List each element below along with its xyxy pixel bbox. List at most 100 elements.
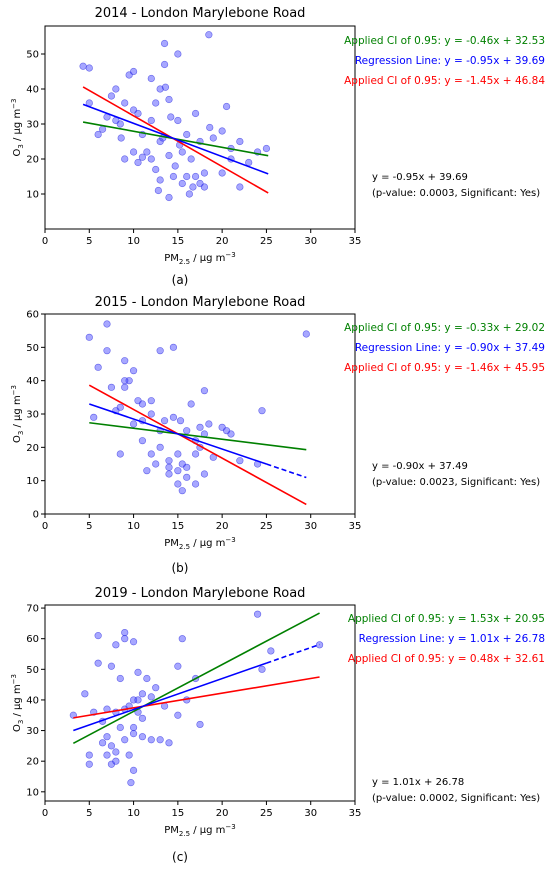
- data-point: [125, 751, 133, 759]
- data-point: [117, 134, 125, 142]
- data-point: [200, 169, 209, 177]
- x-tick-label: 15: [171, 808, 184, 819]
- data-point: [156, 736, 164, 744]
- chart-panel-2: 2019 - London Marylebone Road 0 5 10 15 20 25 3…: [10, 586, 545, 864]
- subfigure-caption: (a): [172, 273, 189, 287]
- data-point: [81, 690, 89, 698]
- regression-line-extension: [266, 643, 320, 664]
- data-point: [218, 169, 226, 177]
- data-point: [147, 155, 155, 163]
- y-tick-label: 10: [26, 190, 39, 201]
- data-point: [121, 155, 129, 163]
- data-point: [187, 155, 195, 163]
- x-tick-label: 5: [86, 521, 92, 532]
- data-point: [147, 74, 155, 83]
- y-axis-label-rest: / μg m: [12, 109, 23, 144]
- data-point: [94, 632, 102, 640]
- data-point: [129, 420, 138, 428]
- x-axis-label-rest: / μg m: [190, 538, 225, 549]
- y-tick-label: 50: [26, 50, 39, 61]
- x-tick-label: 20: [216, 236, 229, 247]
- data-point: [138, 690, 147, 698]
- data-point: [85, 333, 93, 341]
- data-point: [160, 417, 169, 425]
- data-point: [129, 638, 138, 646]
- y-tick-label: 60: [26, 310, 39, 321]
- data-point: [98, 739, 107, 747]
- x-tick-label: 25: [260, 808, 273, 819]
- data-point: [116, 120, 124, 128]
- data-point: [147, 116, 155, 125]
- data-point: [183, 463, 191, 471]
- data-point: [134, 158, 142, 167]
- legend-label-1: Regression Line: y = -0.95x + 39.69: [355, 55, 545, 67]
- data-point: [174, 467, 182, 475]
- y-axis-label-rest: / μg m: [12, 395, 23, 430]
- data-point: [178, 148, 186, 156]
- data-point: [191, 172, 200, 181]
- data-point: [253, 610, 262, 618]
- data-point: [174, 450, 182, 458]
- data-point: [121, 99, 129, 107]
- ci-lower-line: [73, 676, 320, 719]
- data-point: [196, 423, 204, 431]
- chart-title: 2014 - London Marylebone Road: [95, 6, 306, 21]
- data-point: [85, 751, 93, 759]
- data-point: [165, 470, 173, 478]
- regression-line-extension: [266, 463, 307, 479]
- data-point: [129, 730, 138, 738]
- x-axis-label: PM2.5 / μg m−3: [164, 823, 236, 838]
- data-point: [147, 736, 155, 744]
- x-axis-label-main: PM: [164, 825, 179, 836]
- stats-annotation-1: (p-value: 0.0023, Significant: Yes): [372, 477, 540, 488]
- data-point: [205, 420, 213, 428]
- data-point: [134, 668, 142, 676]
- x-axis-label-sup: −3: [225, 251, 235, 259]
- data-point: [191, 109, 200, 118]
- data-point: [185, 190, 193, 198]
- data-point: [200, 183, 209, 191]
- data-point: [90, 413, 98, 421]
- x-axis-label-sub: 2.5: [179, 258, 190, 266]
- data-point: [174, 116, 182, 125]
- regression-line: [82, 103, 269, 175]
- x-axis-label-sup: −3: [225, 536, 235, 544]
- data-point: [165, 463, 173, 471]
- data-point: [85, 64, 93, 72]
- data-point: [112, 748, 120, 756]
- data-point: [143, 148, 151, 156]
- data-point: [302, 330, 310, 338]
- data-point: [121, 383, 129, 391]
- data-point: [107, 92, 116, 100]
- data-point: [165, 193, 173, 202]
- legend-label-2: Applied CI of 0.95: y = -1.46x + 45.95: [344, 362, 545, 374]
- y-axis-label-sub: 3: [17, 431, 25, 435]
- fit-lines: [88, 384, 307, 506]
- data-point: [156, 347, 164, 355]
- data-point: [267, 647, 275, 655]
- x-axis-label-main: PM: [164, 253, 179, 264]
- y-axis-label-main: O: [12, 724, 23, 732]
- scatter-points: [69, 610, 324, 787]
- y-axis-label: O3 / μg m−3: [10, 674, 25, 732]
- data-point: [154, 186, 162, 195]
- data-point: [236, 457, 244, 465]
- x-tick-label: 0: [42, 236, 48, 247]
- data-point: [94, 130, 102, 139]
- data-point: [183, 427, 191, 435]
- regression-line: [73, 662, 267, 732]
- y-axis-label-sup: −3: [10, 385, 18, 395]
- data-point: [167, 113, 175, 121]
- x-tick-label: 20: [216, 808, 229, 819]
- x-tick-label: 10: [127, 808, 140, 819]
- data-point: [103, 733, 111, 741]
- y-tick-label: 20: [26, 155, 39, 166]
- data-point: [121, 736, 129, 744]
- legend-label-2: Applied CI of 0.95: y = -1.45x + 46.84: [344, 75, 545, 87]
- chart-title: 2015 - London Marylebone Road: [95, 295, 306, 310]
- ci-lower-line: [88, 384, 307, 506]
- subfigure-caption: (c): [172, 850, 188, 864]
- data-point: [129, 723, 138, 732]
- stats-annotation-1: (p-value: 0.0003, Significant: Yes): [372, 188, 540, 199]
- data-point: [178, 179, 186, 188]
